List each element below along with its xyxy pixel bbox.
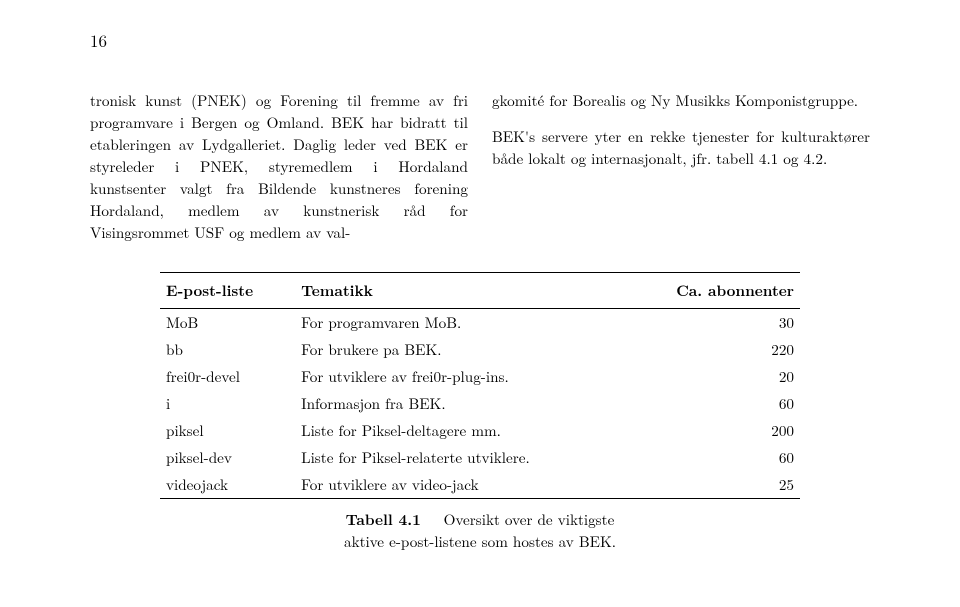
right-column-paragraph: gkomité for Borealis og Ny Musikks Kompo…: [492, 90, 870, 112]
table-bottom-rule: [160, 499, 800, 500]
page: 16 tronisk kunst (PNEK) og Forening til …: [0, 0, 960, 607]
table-row: bb For brukere pa BEK. 220: [160, 336, 800, 363]
cell-topic: For programvaren MoB.: [295, 309, 623, 337]
cell-topic: Informasjon fra BEK.: [295, 390, 623, 417]
cell-list: frei0r-devel: [160, 363, 295, 390]
caption-text-1: Oversikt over de viktigste: [444, 509, 615, 530]
cell-topic: For utviklere av frei0r-plug-ins.: [295, 363, 623, 390]
cell-count: 30: [623, 309, 800, 337]
right-column: gkomité for Borealis og Ny Musikks Kompo…: [492, 90, 870, 244]
right-column-paragraph: BEK's servere yter en rekke tjenester fo…: [492, 126, 870, 170]
cell-topic: For utviklere av video-jack: [295, 471, 623, 499]
cell-list: bb: [160, 336, 295, 363]
table-row: frei0r-devel For utviklere av frei0r-plu…: [160, 363, 800, 390]
table-row: i Informasjon fra BEK. 60: [160, 390, 800, 417]
mailing-list-table-wrap: E-post-liste Tematikk Ca. abonnenter MoB…: [160, 272, 800, 552]
left-column-text: tronisk kunst (PNEK) og Forening til fre…: [90, 90, 468, 243]
cell-list: MoB: [160, 309, 295, 337]
cell-count: 25: [623, 471, 800, 499]
table-row: videojack For utviklere av video-jack 25: [160, 471, 800, 499]
caption-text-2: aktive e-post-listene som hostes av BEK.: [344, 531, 616, 552]
col-header-subscribers: Ca. abonnenter: [623, 273, 800, 309]
cell-count: 200: [623, 417, 800, 444]
mailing-list-table: E-post-liste Tematikk Ca. abonnenter MoB…: [160, 272, 800, 499]
col-header-topic: Tematikk: [295, 273, 623, 309]
table-header-row: E-post-liste Tematikk Ca. abonnenter: [160, 273, 800, 309]
cell-list: piksel-dev: [160, 444, 295, 471]
left-column: tronisk kunst (PNEK) og Forening til fre…: [90, 90, 468, 244]
table-row: piksel-dev Liste for Piksel-relaterte ut…: [160, 444, 800, 471]
table-row: piksel Liste for Piksel-deltagere mm. 20…: [160, 417, 800, 444]
cell-topic: For brukere pa BEK.: [295, 336, 623, 363]
caption-label: Tabell 4.1: [346, 509, 421, 530]
cell-list: videojack: [160, 471, 295, 499]
table-caption: Tabell 4.1 Oversikt over de viktigste ak…: [160, 509, 800, 552]
cell-topic: Liste for Piksel-relaterte utviklere.: [295, 444, 623, 471]
cell-count: 60: [623, 390, 800, 417]
cell-list: i: [160, 390, 295, 417]
cell-count: 20: [623, 363, 800, 390]
cell-count: 220: [623, 336, 800, 363]
col-header-list: E-post-liste: [160, 273, 295, 309]
page-number: 16: [90, 28, 107, 52]
body-columns: tronisk kunst (PNEK) og Forening til fre…: [90, 90, 870, 244]
table-row: MoB For programvaren MoB. 30: [160, 309, 800, 337]
cell-count: 60: [623, 444, 800, 471]
cell-topic: Liste for Piksel-deltagere mm.: [295, 417, 623, 444]
cell-list: piksel: [160, 417, 295, 444]
